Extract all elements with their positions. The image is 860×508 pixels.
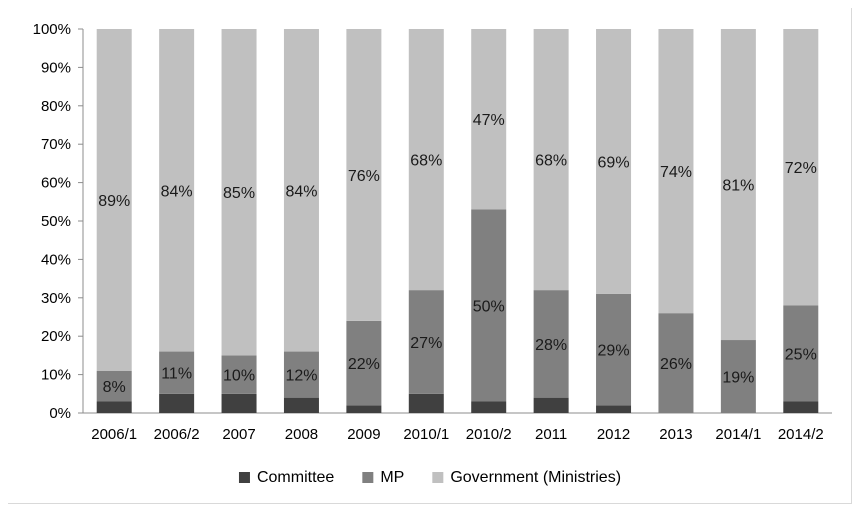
data-label: 12% [285,368,317,385]
chart-frame [8,8,852,504]
bar-segment [96,29,132,371]
bar-segment [596,405,632,413]
data-label: 27% [410,335,442,352]
y-tick-label: 10% [41,367,71,384]
x-tick-label: 2013 [659,426,692,443]
bar-segment [533,290,569,398]
bar-segment [471,29,507,210]
bar-segment [283,351,319,398]
legend-label: Government (Ministries) [450,469,621,486]
x-tick-label: 2010/1 [403,426,449,443]
bar-segment [783,305,819,402]
x-tick-label: 2007 [222,426,255,443]
bar-segment [159,29,195,352]
data-label: 85% [223,185,255,202]
bar-segment [533,29,569,291]
bar-segment [221,393,257,413]
x-tick-label: 2011 [535,426,567,443]
data-label: 11% [161,366,192,383]
bar-segment [96,401,132,413]
bar-segment [720,340,756,413]
data-label: 26% [660,356,692,373]
bar-segment [408,393,444,413]
y-tick-label: 100% [33,21,71,38]
data-label: 69% [598,154,630,171]
bar-segment [346,405,382,413]
data-label: 68% [535,153,567,170]
data-label: 29% [598,343,630,360]
y-tick-label: 70% [41,136,71,153]
bar-segment [658,313,694,413]
bar-segment [471,209,507,402]
bar-segment [596,29,632,294]
legend-swatch [362,472,374,483]
bar-segment [159,351,195,394]
data-label: 84% [285,183,317,200]
bar-segment [96,370,132,402]
data-label: 84% [161,183,193,200]
x-tick-label: 2012 [597,426,630,443]
legend-label: Committee [257,469,334,486]
bar-segment [658,29,694,314]
bar-segment [346,29,382,321]
data-label: 68% [410,153,442,170]
x-tick-label: 2014/1 [715,426,761,443]
bar-segment [159,393,195,413]
data-label: 28% [535,337,567,354]
data-label: 22% [348,356,380,373]
data-label: 8% [103,379,126,396]
bar-segment [533,397,569,413]
data-label: 89% [98,193,130,210]
y-tick-label: 60% [41,175,71,192]
y-tick-label: 20% [41,328,71,345]
data-label: 47% [473,112,505,129]
bar-segment [408,29,444,291]
y-tick-label: 90% [41,59,71,76]
x-tick-label: 2008 [285,426,318,443]
x-tick-label: 2014/2 [778,426,824,443]
y-tick-label: 40% [41,251,71,268]
data-label: 25% [785,346,817,363]
data-label: 50% [473,298,505,315]
bar-segment [283,29,319,352]
legend-swatch [238,472,250,483]
x-tick-label: 2010/2 [466,426,512,443]
legend-swatch [432,472,444,483]
bar-segment [596,293,632,406]
data-label: 19% [722,370,754,387]
bar-segment [346,320,382,406]
bar-segment [783,29,819,306]
data-label: 10% [223,368,255,385]
bar-segment [283,397,319,413]
bar-segment [408,290,444,394]
y-tick-label: 0% [49,405,71,422]
data-label: 76% [348,168,380,185]
data-label: 81% [722,178,754,195]
bar-segment [720,29,756,341]
legend-label: MP [380,469,404,486]
data-label: 74% [660,164,692,181]
bar-segment [221,355,257,394]
x-tick-label: 2009 [347,426,380,443]
x-tick-label: 2006/1 [91,426,137,443]
y-tick-label: 30% [41,290,71,307]
bar-segment [783,401,819,413]
bar-segment [221,29,257,356]
y-tick-label: 80% [41,98,71,115]
x-tick-label: 2006/2 [154,426,200,443]
data-label: 72% [785,160,817,177]
y-tick-label: 50% [41,213,71,230]
bar-segment [471,401,507,413]
